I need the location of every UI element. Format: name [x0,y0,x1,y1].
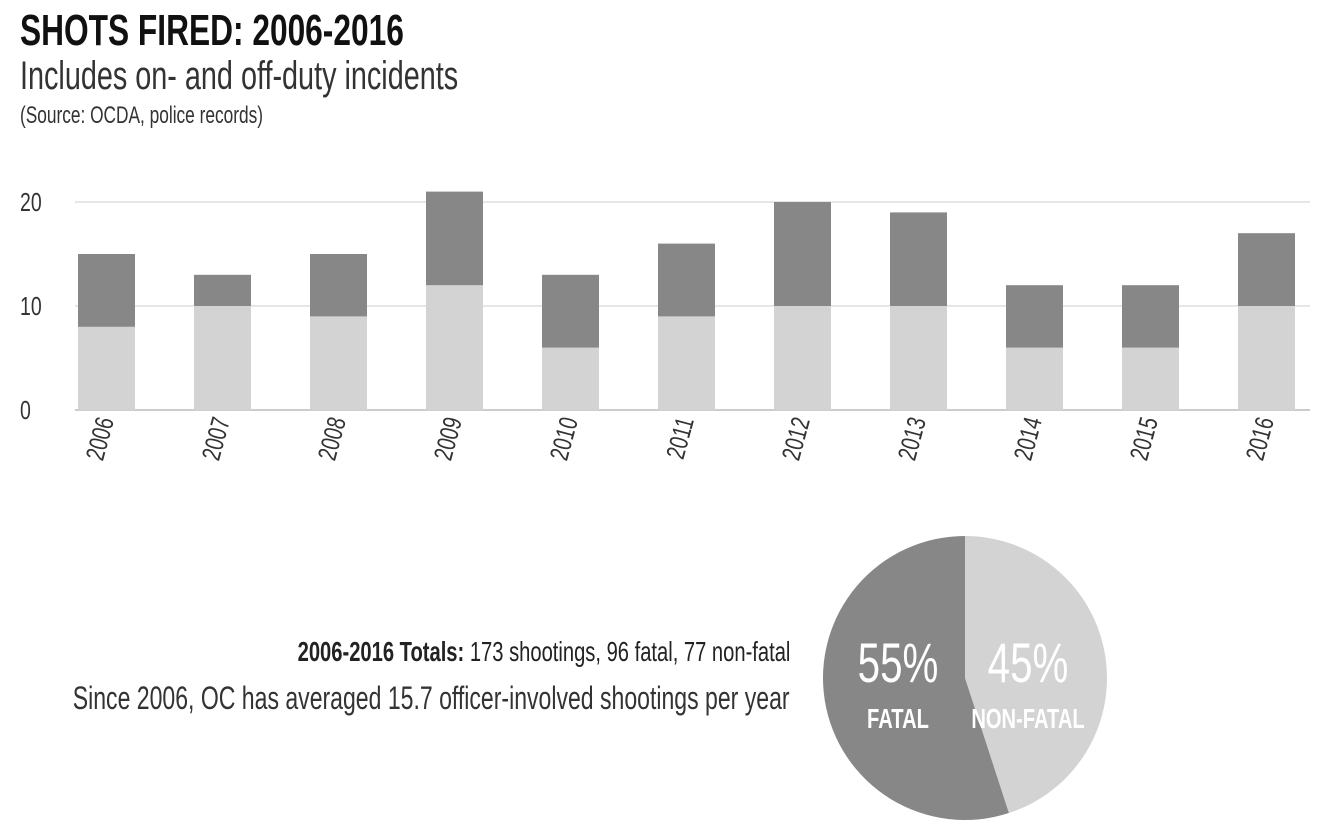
bar-fatal-2007 [194,306,251,410]
bar-non-fatal-2009 [426,191,483,286]
x-tick-label: 2010 [544,414,584,464]
title-text: SHOTS FIRED: 2006-2016 [20,6,404,55]
chart-source: (Source: OCDA, police records) [20,102,357,130]
bar-non-fatal-2015 [1122,285,1179,348]
totals-label: 2006-2016 Totals: [297,636,464,667]
subtitle-text: Includes on- and off-duty incidents [20,54,459,98]
pie-slice-non-fatal [965,535,1108,814]
bar-non-fatal-2013 [890,212,947,306]
average-text: Since 2006, OC has averaged 15.7 officer… [73,680,790,716]
x-tick-label: 2008 [312,414,352,464]
totals-text: 173 shootings, 96 fatal, 77 non-fatal [463,636,790,667]
bar-fatal-2014 [1006,347,1063,410]
pie-slice-fatal [823,536,1009,820]
x-tick-label: 2007 [196,414,236,464]
x-tick-label: 2016 [1240,414,1280,464]
bar-fatal-2015 [1122,347,1179,410]
x-tick-label: 2013 [892,414,932,464]
x-tick-label: 2009 [428,414,468,464]
chart-subtitle: Includes on- and off-duty incidents [20,54,629,99]
bar-fatal-2006 [78,326,135,410]
source-text: (Source: OCDA, police records) [20,102,263,129]
average-line: Since 2006, OC has averaged 15.7 officer… [0,680,790,717]
bar-fatal-2012 [774,306,831,410]
x-tick-label: 2015 [1124,414,1164,464]
bar-fatal-2009 [426,285,483,410]
x-tick-label: 2011 [660,414,699,462]
x-tick-label: 2012 [776,414,816,464]
chart-title: SHOTS FIRED: 2006-2016 [20,6,553,56]
bar-non-fatal-2012 [774,202,831,306]
y-tick-label: 20 [20,187,42,216]
bar-non-fatal-2010 [542,274,599,348]
bar-fatal-2016 [1238,306,1295,410]
bar-non-fatal-2008 [310,254,367,317]
pie-slice-label: FATAL [867,704,929,735]
bar-fatal-2011 [658,316,715,410]
bar-non-fatal-2014 [1006,285,1063,348]
totals-line: 2006-2016 Totals: 173 shootings, 96 fata… [106,636,790,668]
y-tick-label: 10 [20,291,42,320]
bar-non-fatal-2011 [658,243,715,317]
bar-fatal-2008 [310,316,367,410]
pie-percent-label: 55% [858,633,939,695]
bar-non-fatal-2006 [78,254,135,327]
pie-percent-label: 45% [988,633,1069,695]
x-tick-label: 2014 [1008,414,1048,464]
pie-slice-label: NON-FATAL [971,704,1084,735]
bar-fatal-2013 [890,306,947,410]
y-tick-label: 0 [20,395,31,424]
bar-non-fatal-2007 [194,274,251,306]
bar-fatal-2010 [542,347,599,410]
bar-non-fatal-2016 [1238,233,1295,306]
x-tick-label: 2006 [80,414,120,464]
